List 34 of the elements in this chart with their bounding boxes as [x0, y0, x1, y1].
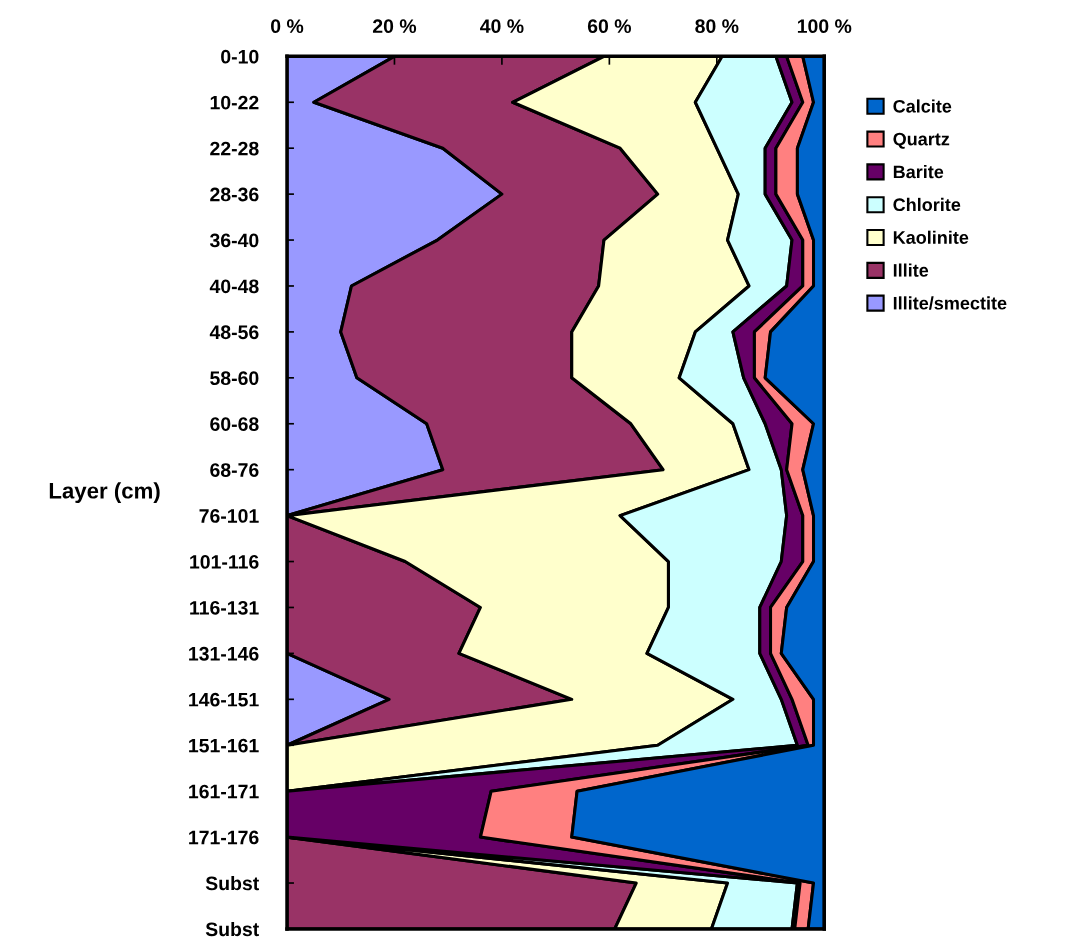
legend-label: Illite/smectite [893, 296, 1007, 310]
x-tick-label: 80 % [695, 19, 739, 34]
x-tick-label: 60 % [587, 19, 632, 34]
y-tick-label: 40-48 [209, 279, 259, 294]
y-tick-label: 131-146 [189, 646, 259, 661]
y-tick-label: Subst [205, 921, 259, 937]
y-tick-label: 146-151 [189, 692, 259, 707]
y-tick-label: 28-36 [210, 187, 259, 202]
y-axis-title: Layer (cm) [49, 482, 160, 503]
y-tick-label: 10-22 [210, 95, 259, 110]
y-tick-label: 76-101 [199, 509, 259, 523]
y-tick-label: 48-56 [209, 325, 259, 340]
x-tick-label: 20 % [372, 19, 417, 34]
legend-label: Illite [893, 263, 929, 277]
legend-label: Chlorite [893, 197, 961, 212]
legend-label: Calcite [893, 99, 952, 113]
legend-label: Kaolinite [893, 230, 969, 244]
x-tick-label: 0 % [271, 19, 304, 34]
y-tick-label: 151-161 [189, 738, 259, 753]
x-tick-label: 40 % [480, 19, 524, 34]
y-tick-label: 0-10 [221, 49, 259, 64]
legend-label: Barite [893, 165, 944, 179]
y-tick-label: 161-171 [189, 784, 259, 799]
y-tick-label: 101-116 [190, 555, 259, 569]
x-tick-label: 100 % [797, 19, 852, 34]
y-tick-label: 36-40 [209, 233, 259, 248]
legend-label: Quartz [893, 132, 950, 149]
y-tick-label: 171-176 [189, 830, 259, 845]
y-tick-label: 60-68 [210, 417, 259, 431]
y-tick-label: 68-76 [210, 463, 259, 477]
y-tick-label: Subst [205, 875, 259, 891]
y-tick-label: 22-28 [210, 141, 259, 156]
y-tick-label: 58-60 [210, 371, 259, 386]
y-tick-label: 116-131 [190, 600, 259, 615]
